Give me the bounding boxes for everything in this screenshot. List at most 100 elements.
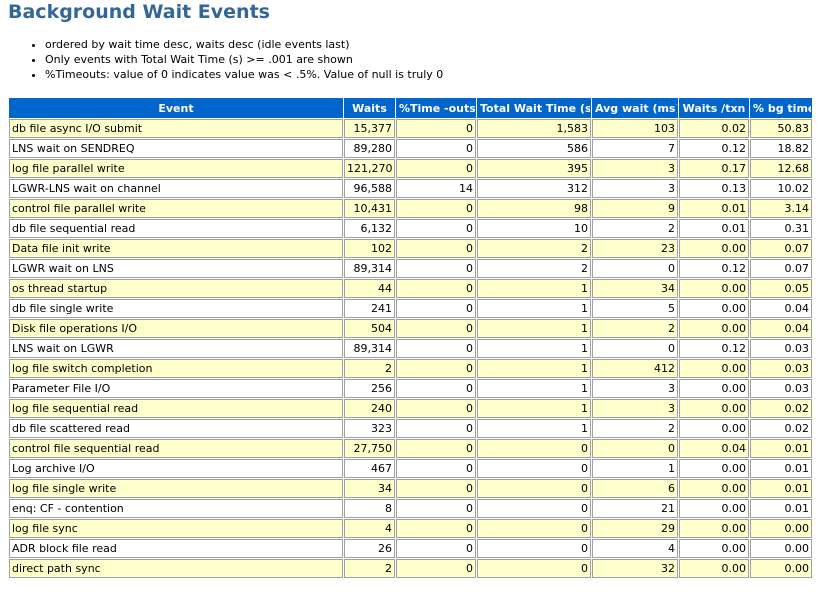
cell-total-wait-time: 1 [477,399,591,418]
cell-event: Disk file operations I/O [9,319,343,338]
cell-event: db file scattered read [9,419,343,438]
cell-pct-timeouts: 0 [396,539,476,558]
cell-pct-bg-time: 0.01 [750,479,812,498]
cell-waits-per-txn: 0.13 [679,179,749,198]
cell-pct-timeouts: 0 [396,499,476,518]
cell-waits: 2 [344,559,395,578]
cell-avg-wait: 412 [592,359,678,378]
cell-waits: 256 [344,379,395,398]
table-header-row: Event Waits %Time -outs Total Wait Time (s)… [9,98,812,118]
cell-pct-bg-time: 0.00 [750,539,812,558]
cell-waits: 27,750 [344,439,395,458]
cell-waits-per-txn: 0.12 [679,139,749,158]
cell-waits: 26 [344,539,395,558]
cell-event: control file parallel write [9,199,343,218]
cell-total-wait-time: 98 [477,199,591,218]
cell-total-wait-time: 0 [477,499,591,518]
cell-pct-bg-time: 0.04 [750,299,812,318]
cell-pct-bg-time: 0.03 [750,379,812,398]
notes-list: ordered by wait time desc, waits desc (i… [28,37,443,82]
cell-event: control file sequential read [9,439,343,458]
table-row: LGWR-LNS wait on channel 96,588 14 312 3 0.13… [9,179,812,198]
cell-pct-bg-time: 3.14 [750,199,812,218]
cell-event: db file single write [9,299,343,318]
cell-waits-per-txn: 0.00 [679,379,749,398]
cell-waits-per-txn: 0.00 [679,239,749,258]
cell-avg-wait: 7 [592,139,678,158]
cell-avg-wait: 0 [592,339,678,358]
cell-total-wait-time: 2 [477,239,591,258]
cell-avg-wait: 3 [592,159,678,178]
cell-pct-bg-time: 0.05 [750,279,812,298]
cell-waits: 240 [344,399,395,418]
cell-pct-bg-time: 0.02 [750,399,812,418]
cell-waits: 323 [344,419,395,438]
cell-total-wait-time: 1 [477,299,591,318]
table-row: LGWR wait on LNS 89,314 0 2 0 0.12 0.07 [9,259,812,278]
cell-waits: 8 [344,499,395,518]
cell-waits-per-txn: 0.00 [679,279,749,298]
cell-waits: 6,132 [344,219,395,238]
cell-waits-per-txn: 0.12 [679,339,749,358]
cell-event: os thread startup [9,279,343,298]
cell-total-wait-time: 1 [477,379,591,398]
cell-waits-per-txn: 0.00 [679,419,749,438]
cell-pct-timeouts: 0 [396,459,476,478]
table-body: db file async I/O submit 15,377 0 1,583 103 0… [9,119,812,578]
cell-pct-bg-time: 0.01 [750,439,812,458]
column-header-avg-wait: Avg wait (ms) [592,98,678,118]
cell-waits: 2 [344,359,395,378]
cell-event: log file single write [9,479,343,498]
cell-avg-wait: 3 [592,399,678,418]
cell-avg-wait: 6 [592,479,678,498]
cell-waits-per-txn: 0.00 [679,299,749,318]
column-header-event: Event [9,98,343,118]
cell-total-wait-time: 312 [477,179,591,198]
table-row: direct path sync 2 0 0 32 0.00 0.00 [9,559,812,578]
cell-pct-timeouts: 0 [396,379,476,398]
cell-event: LNS wait on LGWR [9,339,343,358]
cell-waits-per-txn: 0.01 [679,199,749,218]
cell-pct-timeouts: 0 [396,299,476,318]
cell-waits: 10,431 [344,199,395,218]
cell-pct-bg-time: 0.01 [750,459,812,478]
cell-waits-per-txn: 0.00 [679,359,749,378]
cell-total-wait-time: 10 [477,219,591,238]
column-header-waits: Waits [344,98,395,118]
cell-pct-timeouts: 0 [396,479,476,498]
table-row: Disk file operations I/O 504 0 1 2 0.00 0.04 [9,319,812,338]
cell-pct-timeouts: 0 [396,279,476,298]
column-header-pct-bg-time: % bg time [750,98,812,118]
cell-avg-wait: 2 [592,319,678,338]
cell-event: log file sequential read [9,399,343,418]
wait-events-table: Event Waits %Time -outs Total Wait Time (s)… [8,97,813,579]
cell-waits-per-txn: 0.01 [679,219,749,238]
cell-pct-bg-time: 0.07 [750,239,812,258]
cell-total-wait-time: 2 [477,259,591,278]
cell-pct-timeouts: 0 [396,119,476,138]
cell-total-wait-time: 0 [477,439,591,458]
column-header-pct-timeouts: %Time -outs [396,98,476,118]
table-row: log file sync 4 0 0 29 0.00 0.00 [9,519,812,538]
table-row: Parameter File I/O 256 0 1 3 0.00 0.03 [9,379,812,398]
table-row: db file async I/O submit 15,377 0 1,583 103 0… [9,119,812,138]
cell-waits-per-txn: 0.00 [679,539,749,558]
cell-pct-timeouts: 0 [396,419,476,438]
cell-total-wait-time: 0 [477,539,591,558]
cell-event: log file sync [9,519,343,538]
cell-avg-wait: 2 [592,419,678,438]
cell-waits: 504 [344,319,395,338]
cell-event: log file parallel write [9,159,343,178]
cell-pct-timeouts: 0 [396,319,476,338]
cell-pct-bg-time: 12.68 [750,159,812,178]
cell-event: Log archive I/O [9,459,343,478]
cell-total-wait-time: 1 [477,359,591,378]
cell-pct-timeouts: 14 [396,179,476,198]
cell-waits: 102 [344,239,395,258]
cell-avg-wait: 3 [592,379,678,398]
cell-event: db file sequential read [9,219,343,238]
cell-waits: 44 [344,279,395,298]
table-row: log file parallel write 121,270 0 395 3 0.17 1… [9,159,812,178]
table-row: enq: CF - contention 8 0 0 21 0.00 0.01 [9,499,812,518]
cell-pct-timeouts: 0 [396,199,476,218]
